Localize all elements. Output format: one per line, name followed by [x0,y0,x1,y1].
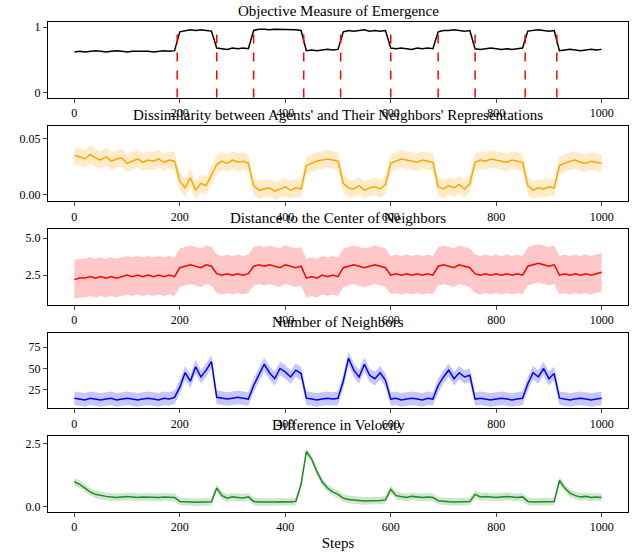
svg-text:200: 200 [171,106,189,120]
svg-text:600: 600 [382,520,400,534]
svg-text:0.00: 0.00 [20,188,41,202]
svg-text:400: 400 [276,417,294,431]
svg-text:400: 400 [276,210,294,224]
svg-text:75: 75 [29,340,41,354]
svg-text:0: 0 [71,106,77,120]
svg-text:800: 800 [487,313,505,327]
svg-text:0: 0 [71,520,77,534]
svg-text:1000: 1000 [590,417,614,431]
svg-text:0.05: 0.05 [20,132,41,146]
svg-text:Distance to the Center of Neig: Distance to the Center of Neighbors [230,210,446,226]
svg-text:0: 0 [71,417,77,431]
svg-text:2.5: 2.5 [26,437,41,451]
svg-text:800: 800 [487,417,505,431]
svg-text:200: 200 [171,417,189,431]
svg-text:5.0: 5.0 [26,231,41,245]
svg-text:25: 25 [29,383,41,397]
svg-text:200: 200 [171,210,189,224]
svg-text:600: 600 [382,417,400,431]
svg-text:200: 200 [171,313,189,327]
svg-text:400: 400 [276,313,294,327]
svg-text:Objective Measure of Emergence: Objective Measure of Emergence [238,3,439,19]
svg-text:0: 0 [71,313,77,327]
svg-text:400: 400 [276,106,294,120]
svg-text:800: 800 [487,520,505,534]
svg-text:2.5: 2.5 [26,268,41,282]
svg-text:0: 0 [35,86,41,100]
svg-text:1000: 1000 [590,210,614,224]
svg-text:600: 600 [382,106,400,120]
svg-text:Steps: Steps [322,535,355,551]
svg-text:800: 800 [487,210,505,224]
svg-text:1000: 1000 [590,313,614,327]
svg-text:800: 800 [487,106,505,120]
svg-text:600: 600 [382,210,400,224]
svg-text:50: 50 [29,362,41,376]
svg-text:600: 600 [382,313,400,327]
svg-text:1: 1 [35,20,41,34]
svg-text:Dissimilarity between Agents': Dissimilarity between Agents' and Their … [133,107,543,123]
svg-text:200: 200 [171,520,189,534]
svg-text:0: 0 [71,210,77,224]
svg-text:400: 400 [276,520,294,534]
svg-text:1000: 1000 [590,520,614,534]
svg-text:Number of Neighbors: Number of Neighbors [272,314,404,330]
svg-text:0.0: 0.0 [26,500,41,514]
svg-text:Difference in Velocity: Difference in Velocity [272,417,405,433]
svg-text:1000: 1000 [590,106,614,120]
